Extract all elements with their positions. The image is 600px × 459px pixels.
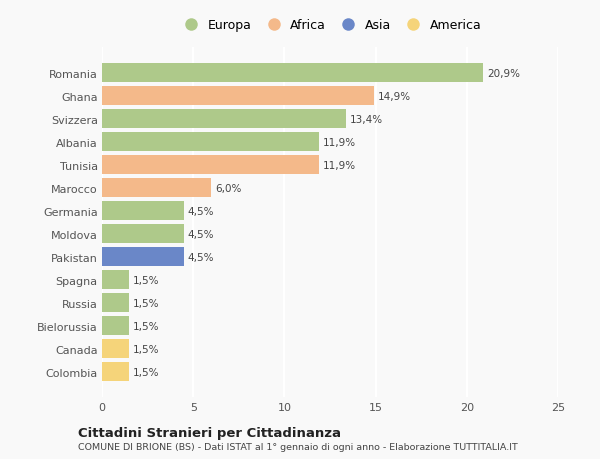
Text: 1,5%: 1,5% xyxy=(133,321,160,331)
Bar xyxy=(102,224,184,243)
Text: 11,9%: 11,9% xyxy=(323,137,356,147)
Text: COMUNE DI BRIONE (BS) - Dati ISTAT al 1° gennaio di ogni anno - Elaborazione TUT: COMUNE DI BRIONE (BS) - Dati ISTAT al 1°… xyxy=(78,442,518,452)
Text: 1,5%: 1,5% xyxy=(133,367,160,377)
Text: 1,5%: 1,5% xyxy=(133,344,160,354)
Text: 4,5%: 4,5% xyxy=(188,206,214,216)
Bar xyxy=(102,362,130,381)
Text: 4,5%: 4,5% xyxy=(188,229,214,239)
Bar xyxy=(102,339,130,358)
Text: 6,0%: 6,0% xyxy=(215,183,241,193)
Bar xyxy=(102,87,374,106)
Text: 13,4%: 13,4% xyxy=(350,114,383,124)
Bar xyxy=(102,64,483,83)
Text: 20,9%: 20,9% xyxy=(487,68,520,78)
Bar xyxy=(102,247,184,266)
Text: Cittadini Stranieri per Cittadinanza: Cittadini Stranieri per Cittadinanza xyxy=(78,426,341,439)
Text: 1,5%: 1,5% xyxy=(133,298,160,308)
Bar xyxy=(102,293,130,312)
Bar xyxy=(102,270,130,289)
Bar xyxy=(102,202,184,221)
Bar xyxy=(102,316,130,335)
Bar xyxy=(102,179,211,198)
Bar xyxy=(102,110,346,129)
Text: 4,5%: 4,5% xyxy=(188,252,214,262)
Text: 11,9%: 11,9% xyxy=(323,160,356,170)
Text: 1,5%: 1,5% xyxy=(133,275,160,285)
Legend: Europa, Africa, Asia, America: Europa, Africa, Asia, America xyxy=(173,14,487,37)
Bar xyxy=(102,156,319,175)
Bar xyxy=(102,133,319,152)
Text: 14,9%: 14,9% xyxy=(377,91,410,101)
